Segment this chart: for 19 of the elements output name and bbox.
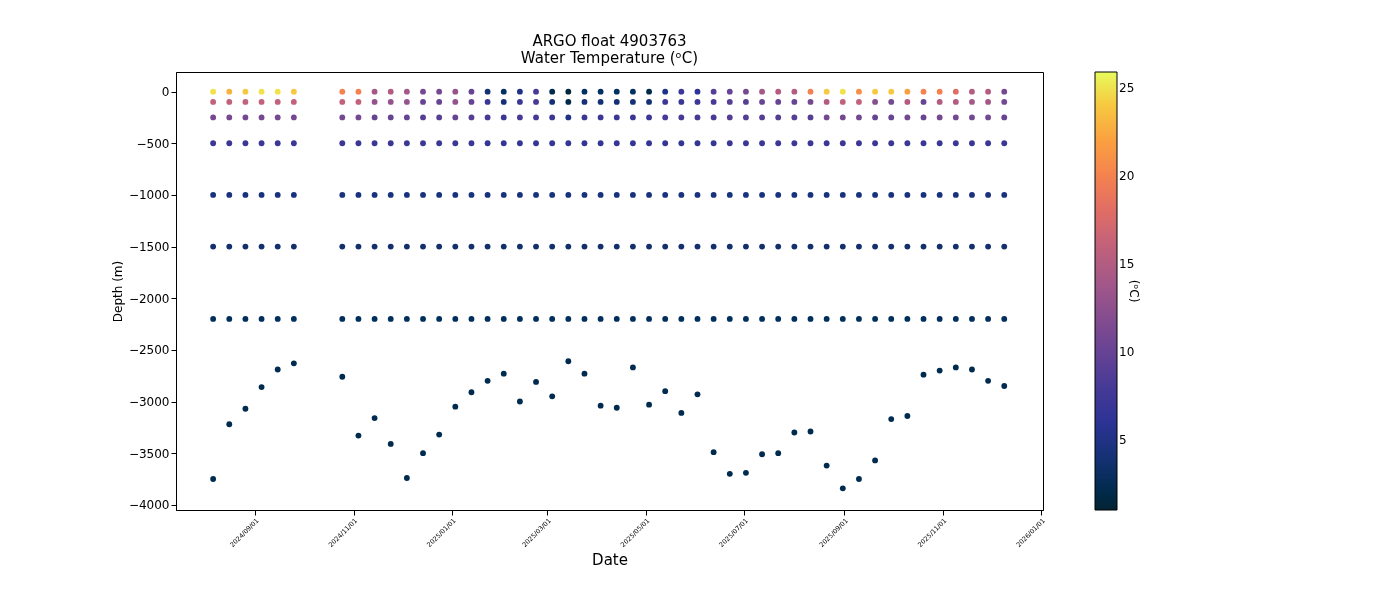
y-tick-label: −4000: [128, 498, 170, 513]
y-tick-label: 0: [161, 85, 170, 100]
x-axis-title: Date: [592, 550, 628, 569]
y-tick-label: −2500: [128, 343, 170, 358]
y-tick-label: −500: [136, 136, 170, 151]
color-bar-label: 20: [1119, 168, 1135, 183]
y-tick-label: −3000: [128, 395, 170, 410]
y-axis-title: Depth (m): [110, 260, 125, 323]
color-bar-label: 25: [1119, 80, 1135, 95]
y-tick-label: −1000: [128, 188, 170, 203]
chart-subtitle: Water Temperature (ᵒC): [520, 49, 699, 67]
color-bar-label: 5: [1119, 432, 1127, 447]
y-tick-label: −1500: [128, 240, 170, 255]
chart-title: ARGO float 4903763: [532, 32, 687, 50]
y-tick-label: −3500: [128, 446, 170, 461]
color-bar-title: (ᵒC): [1127, 279, 1141, 303]
color-bar-label: 10: [1119, 344, 1135, 359]
y-tick-label: −2000: [128, 291, 170, 306]
color-bar-label: 15: [1119, 256, 1135, 271]
